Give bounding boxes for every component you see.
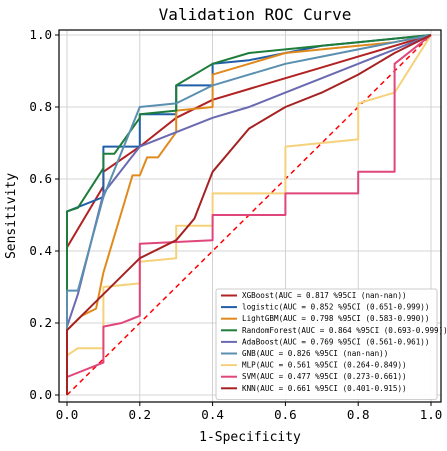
x-axis-label: 1-Specificity (199, 430, 301, 445)
x-tick-label: 0.0 (56, 407, 79, 422)
legend-label: AdaBoost(AUC = 0.769 %95CI (0.561-0.961)… (242, 337, 429, 346)
x-tick-label: 0.6 (274, 407, 297, 422)
ticks: 0.0 0.2 0.4 0.6 0.8 1.0 0.0 0.2 0.4 0.6 0.8 1.0 (29, 27, 442, 422)
plot-frame (58, 29, 442, 403)
legend-box (215, 288, 438, 400)
roc-line-8 (66, 34, 432, 395)
y-tick-label: 1.0 (29, 27, 52, 42)
legend-label: LightGBM(AUC = 0.798 %95CI (0.583-0.990)… (242, 314, 429, 323)
roc-line-6 (66, 34, 432, 395)
legend: XGBoost(AUC = 0.817 %95CI (nan-nan)) logi… (215, 288, 447, 400)
roc-line-7 (66, 34, 432, 395)
y-tick-label: 0.0 (29, 387, 52, 402)
x-tick-label: 0.8 (347, 407, 370, 422)
y-tick-label: 0.8 (29, 99, 52, 114)
y-tick-label: 0.2 (29, 315, 52, 330)
x-tick-label: 0.4 (201, 407, 224, 422)
roc-line-4 (66, 34, 432, 395)
legend-label: SVM(AUC = 0.477 %95CI (0.273-0.661)) (242, 372, 407, 381)
chart-title: Validation ROC Curve (159, 5, 352, 24)
legend-label: KNN(AUC = 0.661 %95CI (0.401-0.915)) (242, 384, 407, 393)
roc-line-5 (66, 34, 432, 395)
roc-line-3 (66, 34, 432, 395)
y-axis-label: Sensitivity (4, 173, 19, 259)
legend-label: MLP(AUC = 0.561 %95CI (0.264-0.849)) (242, 361, 407, 370)
legend-label: logistic(AUC = 0.852 %95CI (0.651-0.999)… (242, 303, 429, 312)
y-tick-label: 0.6 (29, 171, 52, 186)
y-tick-label: 0.4 (29, 243, 52, 258)
x-tick-label: 1.0 (420, 407, 443, 422)
legend-label: RandomForest(AUC = 0.864 %95CI (0.693-0.… (242, 326, 447, 335)
x-tick-label: 0.2 (129, 407, 152, 422)
legend-label: XGBoost(AUC = 0.817 %95CI (nan-nan)) (242, 291, 407, 300)
series-lines (66, 34, 432, 395)
legend-label: GNB(AUC = 0.826 %95CI (nan-nan)) (242, 349, 388, 358)
